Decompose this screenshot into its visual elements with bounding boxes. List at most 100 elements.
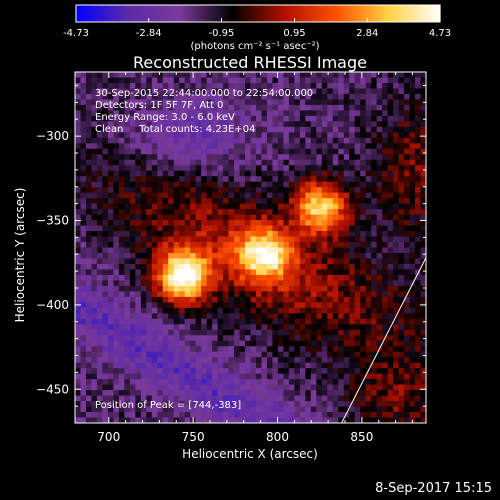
heatmap-cell <box>393 247 399 254</box>
heatmap-cell <box>201 170 208 177</box>
heatmap-cell <box>80 296 87 303</box>
heatmap-cell <box>288 170 295 177</box>
heatmap-cell <box>102 209 109 215</box>
heatmap-cell <box>283 269 290 276</box>
heatmap-cell <box>354 115 361 122</box>
heatmap-cell <box>349 340 356 347</box>
heatmap-cell <box>140 379 147 386</box>
heatmap-cell <box>146 165 153 172</box>
heatmap-cell <box>288 362 295 369</box>
heatmap-cell <box>272 412 279 418</box>
heatmap-cell <box>332 406 339 413</box>
heatmap-cell <box>91 110 98 117</box>
heatmap-cell <box>75 373 81 380</box>
heatmap-cell <box>129 384 136 391</box>
heatmap-cell <box>261 346 268 353</box>
heatmap-cell <box>245 231 251 237</box>
heatmap-cell <box>91 143 98 150</box>
heatmap-cell <box>349 318 356 325</box>
heatmap-cell <box>75 170 81 177</box>
colorbar-cell <box>160 5 163 22</box>
heatmap-cell <box>354 302 361 309</box>
heatmap-cell <box>217 351 224 358</box>
heatmap-cell <box>228 285 235 292</box>
heatmap-cell <box>113 176 120 183</box>
heatmap-cell <box>102 187 109 194</box>
heatmap-cell <box>321 329 328 336</box>
heatmap-cell <box>338 115 345 122</box>
heatmap-cell <box>118 115 125 122</box>
heatmap-cell <box>404 214 410 221</box>
heatmap-cell <box>409 104 416 111</box>
heatmap-cell <box>283 203 290 210</box>
heatmap-cell <box>146 384 153 391</box>
heatmap-cell <box>343 258 350 265</box>
heatmap-cell <box>80 192 87 199</box>
heatmap-cell <box>124 72 131 78</box>
heatmap-cell <box>310 236 317 243</box>
heatmap-cell <box>382 121 389 128</box>
heatmap-cell <box>85 412 92 418</box>
heatmap-cell <box>80 165 87 172</box>
heatmap-cell <box>360 203 367 210</box>
heatmap-cell <box>113 231 120 237</box>
heatmap-cell <box>283 231 290 237</box>
heatmap-cell <box>96 110 103 117</box>
heatmap-cell <box>179 258 186 265</box>
heatmap-cell <box>118 362 125 369</box>
heatmap-cell <box>250 263 257 270</box>
heatmap-cell <box>343 88 350 95</box>
heatmap-cell <box>75 401 81 407</box>
heatmap-cell <box>376 104 383 111</box>
colorbar-cell <box>218 5 221 22</box>
heatmap-cell <box>140 110 147 117</box>
heatmap-cell <box>250 126 257 133</box>
heatmap-cell <box>404 220 410 226</box>
heatmap-cell <box>228 88 235 95</box>
heatmap-cell <box>168 302 175 309</box>
heatmap-cell <box>217 346 224 353</box>
heatmap-cell <box>349 132 356 139</box>
heatmap-cell <box>168 373 175 380</box>
heatmap-cell <box>272 82 279 89</box>
heatmap-cell <box>310 82 317 89</box>
heatmap-cell <box>234 252 240 259</box>
heatmap-cell <box>360 225 367 232</box>
heatmap-cell <box>107 143 114 150</box>
heatmap-cell <box>354 225 361 232</box>
heatmap-cell <box>272 362 279 369</box>
heatmap-cell <box>107 82 114 89</box>
heatmap-cell <box>245 82 251 89</box>
heatmap-cell <box>420 401 426 407</box>
heatmap-cell <box>376 225 383 232</box>
heatmap-cell <box>217 390 224 396</box>
heatmap-cell <box>184 318 191 325</box>
heatmap-cell <box>294 346 301 353</box>
heatmap-cell <box>96 373 103 380</box>
heatmap-cell <box>305 154 312 161</box>
heatmap-cell <box>404 165 410 172</box>
heatmap-cell <box>190 231 197 237</box>
heatmap-cell <box>245 176 251 183</box>
heatmap-cell <box>118 82 125 89</box>
heatmap-cell <box>305 99 312 106</box>
heatmap-cell <box>184 357 191 364</box>
heatmap-cell <box>266 247 273 254</box>
heatmap-cell <box>239 285 246 292</box>
heatmap-cell <box>283 82 290 89</box>
heatmap-cell <box>382 165 389 172</box>
heatmap-cell <box>85 121 92 128</box>
heatmap-cell <box>272 110 279 117</box>
heatmap-cell <box>107 274 114 281</box>
heatmap-cell <box>118 318 125 325</box>
heatmap-cell <box>107 170 114 177</box>
heatmap-cell <box>129 121 136 128</box>
heatmap-cell <box>146 329 153 336</box>
heatmap-cell <box>135 368 142 375</box>
heatmap-cell <box>327 340 334 347</box>
heatmap-cell <box>118 93 125 100</box>
heatmap-cell <box>162 379 169 386</box>
heatmap-cell <box>102 165 109 172</box>
heatmap-cell <box>179 104 186 111</box>
heatmap-cell <box>415 280 421 287</box>
